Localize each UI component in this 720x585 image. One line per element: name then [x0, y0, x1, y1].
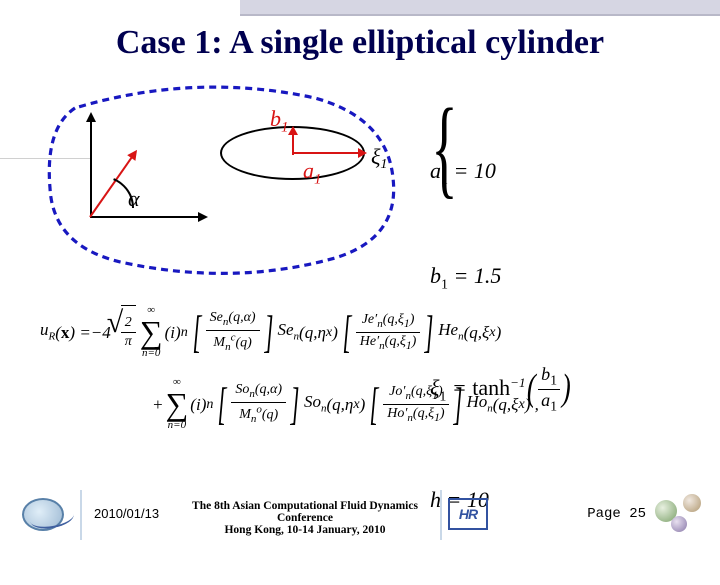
x-axis-arrow — [198, 212, 208, 222]
globe-logo-icon — [22, 498, 64, 531]
main-equation: uR(x) = −4 2π ∞∑n=0 (i)n [ Sen(q,α) Mnc(… — [40, 304, 539, 448]
y-axis-arrow — [86, 112, 96, 122]
hr-logo-icon: HR — [448, 498, 488, 530]
y-axis — [90, 118, 92, 218]
eq-b1: b1 = 1.5 — [430, 259, 573, 296]
spheres-logo-icon — [655, 494, 710, 536]
a1-label: a1 — [303, 158, 322, 188]
xi1-label: ξ1 — [371, 144, 387, 173]
footer-conference: The 8th Asian Computational Fluid Dynami… — [170, 500, 440, 536]
content-area: α a1 b1 ξ1 { a1 = 10 b1 = 1.5 ξ1 = tanh−… — [0, 78, 720, 490]
ellipse — [220, 126, 365, 180]
eq-line-2: + ∞∑n=0 (i)n [ Son(q,α) Mno(q) ] Son(q,η… — [152, 376, 539, 432]
ellipse-b-axis — [292, 128, 294, 155]
eq-a1: a1 = 10 — [430, 154, 573, 191]
ellipse-a-axis — [293, 152, 365, 154]
diagram: α a1 b1 ξ1 — [35, 78, 405, 288]
eq-line-1: uR(x) = −4 2π ∞∑n=0 (i)n [ Sen(q,α) Mnc(… — [40, 304, 539, 360]
slide-title: Case 1: A single elliptical cylinder — [0, 24, 720, 62]
footer-divider — [440, 490, 442, 540]
header-band — [240, 0, 720, 16]
x-axis — [90, 216, 200, 218]
footer-divider — [80, 490, 82, 540]
b1-label: b1 — [270, 106, 289, 136]
alpha-label: α — [128, 186, 140, 212]
footer: 2010/01/13 The 8th Asian Computational F… — [0, 490, 720, 540]
footer-date: 2010/01/13 — [94, 506, 159, 521]
footer-page-number: Page 25 — [587, 506, 646, 522]
